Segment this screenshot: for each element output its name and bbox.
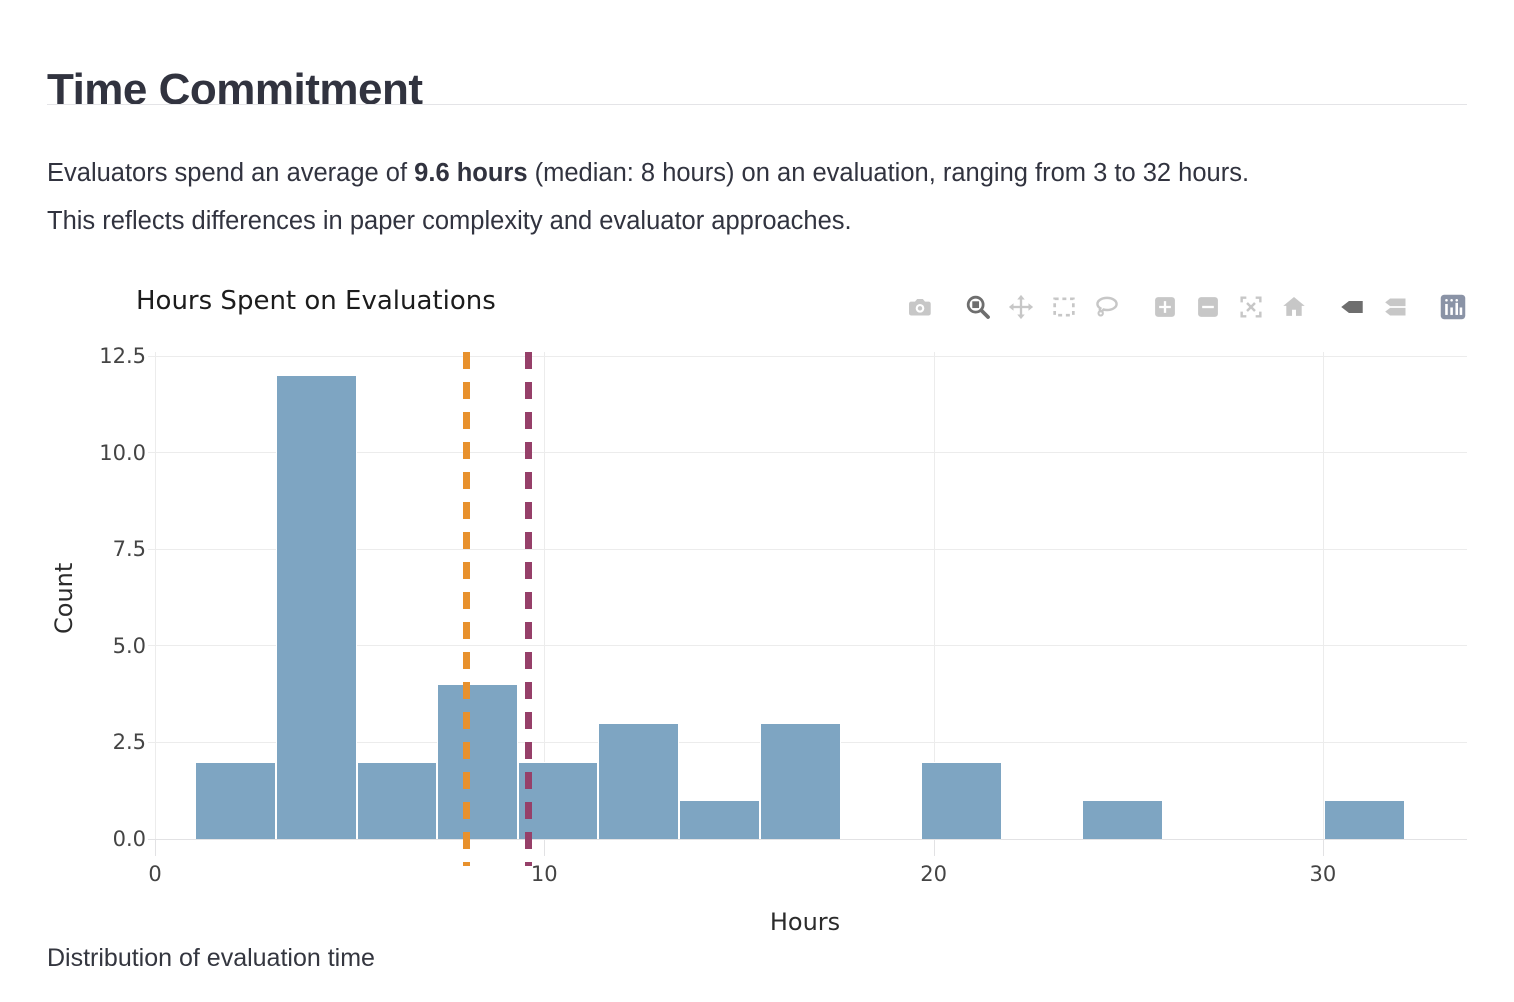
gridline-x [155,352,156,839]
plotly-modebar [905,292,1468,322]
intro-line-2: This reflects differences in paper compl… [47,207,852,235]
intro-text-bold-mean: 9.6 hours [414,159,528,187]
mean-line [525,352,533,866]
camera-icon [909,298,931,316]
pan-icon [1008,294,1034,320]
box-select-icon [1053,297,1075,317]
zoom-out-button[interactable] [1193,292,1223,322]
zoom-in-button[interactable] [1150,292,1180,322]
intro-line-1: Evaluators spend an average of 9.6 hours… [47,149,1477,197]
gridline-y [148,645,1467,647]
histogram-bar [276,375,357,839]
x-tick-label: 30 [1309,862,1337,886]
chart-title: Hours Spent on Evaluations [136,286,496,316]
histogram-bar [759,723,841,839]
box-select-button[interactable] [1049,292,1079,322]
gridline-x [933,352,935,839]
x-axis-title: Hours [769,908,841,936]
camera-button[interactable] [905,292,935,322]
y-tick-label: 5.0 [112,633,146,658]
y-tick-label: 2.5 [112,730,146,755]
heading-divider [47,104,1467,105]
histogram-bar [598,723,679,839]
reset-axes-button[interactable] [1279,292,1309,322]
histogram-bar [195,761,277,839]
x-tick-label: 20 [920,862,947,886]
y-tick-label: 12.5 [99,344,146,368]
lasso-select-icon [1096,296,1118,317]
gridline-y [148,548,1467,550]
lasso-select-button[interactable] [1092,292,1122,322]
histogram-bar [921,761,1002,839]
y-tick-label: 0.0 [112,827,146,851]
intro-text-pre: Evaluators spend an average of [47,159,415,187]
intro-text-post: (median: 8 hours) on an evaluation, rang… [527,159,1250,187]
gridline-y [148,838,1467,840]
x-tick-mark [155,839,156,856]
y-axis-title: Count [50,562,78,634]
x-tick-label: 0 [148,862,162,886]
y-tick-label: 7.5 [112,537,146,562]
plotly-logo-icon [1440,294,1466,320]
gridline-y [148,452,1467,454]
y-tick-label: 10.0 [99,440,146,465]
gridline-x [544,352,546,839]
pan-button[interactable] [1006,292,1036,322]
histogram-bar [678,800,760,839]
hover-closest-button[interactable] [1337,292,1367,322]
zoom-out-icon [1198,297,1218,317]
zoom-in-icon [1155,297,1175,317]
intro-paragraph: Evaluators spend an average of 9.6 hours… [47,149,1477,245]
histogram-bar [1324,800,1406,839]
autoscale-icon [1240,296,1262,318]
zoom-button[interactable] [963,292,993,322]
reset-axes-icon [1283,296,1305,316]
hover-compare-button[interactable] [1380,292,1410,322]
x-tick-mark [933,839,935,856]
x-tick-mark [544,839,546,856]
plotly-logo-button[interactable] [1438,292,1468,322]
histogram-bar [437,684,518,839]
hover-compare-icon [1385,298,1406,316]
median-line [462,352,470,866]
gridline-x [1322,352,1324,839]
x-tick-mark [1322,839,1324,856]
page-title: Time Commitment [47,64,423,114]
autoscale-button[interactable] [1236,292,1266,322]
x-tick-label: 10 [530,862,558,886]
hover-closest-icon [1341,301,1363,313]
plot-area[interactable] [148,352,1467,856]
histogram-bar [356,761,438,839]
histogram-bar [1082,800,1163,839]
chart-caption: Distribution of evaluation time [47,944,375,972]
zoom-icon [966,295,990,319]
gridline-y [148,355,1467,357]
